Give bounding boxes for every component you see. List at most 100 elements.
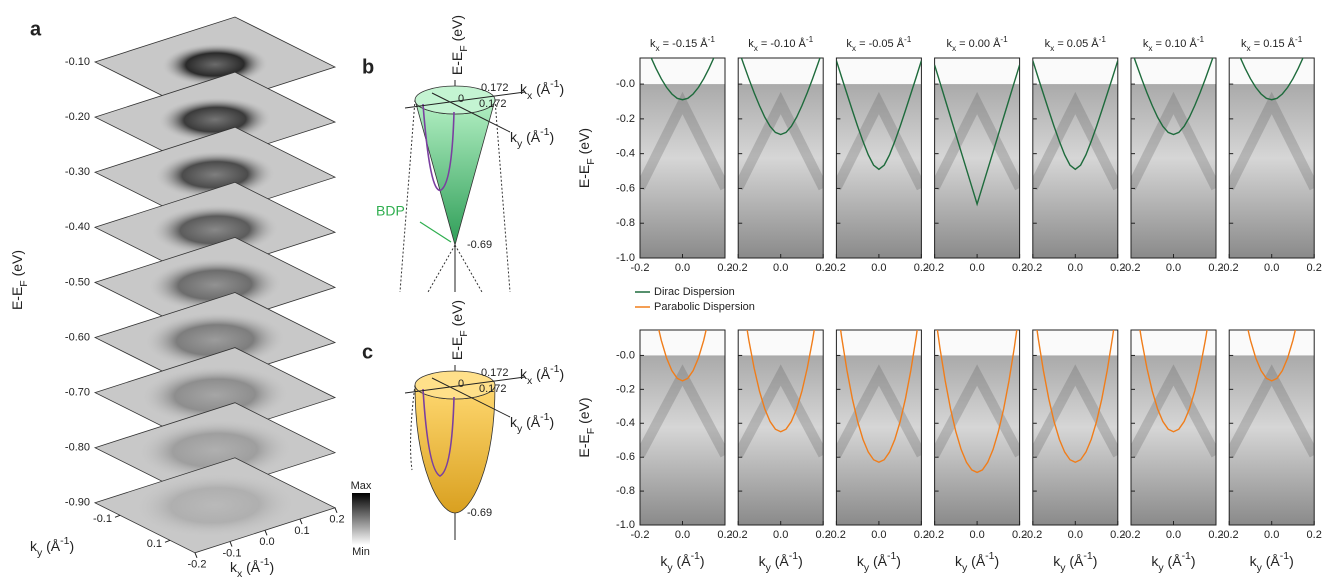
kx-axis-label: kx (Å-1) [230, 556, 274, 579]
column-title: kx = 0.10 Å-1 [1143, 35, 1205, 53]
page: aE-EF (eV)-0.10-0.20-0.30-0.40-0.50-0.60… [0, 0, 1334, 579]
x-tick-label: 0.0 [1068, 262, 1083, 274]
figure: aE-EF (eV)-0.10-0.20-0.30-0.40-0.50-0.60… [0, 0, 1334, 579]
column-title: kx = 0.05 Å-1 [1045, 35, 1107, 53]
x-tick-label: -0.2 [827, 529, 846, 541]
x-tick-label: 0.0 [871, 529, 886, 541]
bdp-arrow [420, 222, 451, 242]
energy-axis-label: E-EF (eV) [449, 15, 470, 75]
above-fermi [836, 58, 921, 84]
x-tick-label: 0.0 [1068, 529, 1083, 541]
kx-axis-label-part: ) [559, 81, 564, 97]
y-axis-label: E-EF (eV) [9, 250, 30, 310]
colorbar-min: Min [352, 546, 370, 558]
kx-tick [195, 553, 197, 558]
x-tick-label: 0.2 [1307, 529, 1322, 541]
column-title-part: = 0.15 Å [1251, 37, 1296, 50]
ky-axis-label-part: -1 [60, 535, 69, 547]
kx-tick-label: 0.0 [259, 536, 274, 548]
y-axis-label-part: E-E [576, 434, 592, 457]
x-tick-label: -0.2 [1122, 262, 1141, 274]
slice-label: -0.70 [65, 387, 90, 399]
column-title-part: = -0.15 Å [660, 37, 709, 50]
kx-tick [230, 542, 232, 547]
legend-label: Dirac Dispersion [654, 286, 735, 298]
above-fermi [1033, 58, 1118, 84]
kx-axis-label: kx (Å-1) [520, 78, 564, 102]
ky-axis-label-part: -1 [540, 411, 549, 423]
y-axis-label-part: (eV) [576, 128, 592, 158]
above-fermi [1033, 330, 1118, 355]
ky-axis-label-part: ) [549, 414, 554, 430]
kx-value: 0.172 [481, 82, 509, 94]
y-tick-label: -0.4 [616, 148, 635, 160]
x-axis-label-part: -1 [789, 550, 798, 562]
x-axis-label-part: ) [700, 553, 705, 569]
kx-tick-label: -0.2 [188, 559, 207, 571]
energy-axis-label: E-EF (eV) [449, 300, 470, 360]
x-axis-label-part: (Å [771, 553, 790, 569]
above-fermi [640, 330, 725, 355]
x-tick-label: 0.0 [773, 262, 788, 274]
kx-tick [265, 530, 267, 535]
x-axis-label-part: (Å [673, 553, 692, 569]
x-axis-label-part: (Å [1262, 553, 1281, 569]
x-tick-label: -0.2 [1023, 262, 1042, 274]
above-fermi [738, 58, 823, 84]
slice-label: -0.40 [65, 221, 90, 233]
y-axis-label: E-EF (eV) [576, 397, 597, 457]
x-axis-label-part: -1 [887, 550, 896, 562]
colorbar-max: Max [351, 480, 372, 492]
y-tick-label: -1.0 [616, 519, 635, 531]
column-title-part: = 0.05 Å [1054, 37, 1099, 50]
slice-label: -0.10 [65, 56, 90, 68]
x-axis-label-part: ) [995, 553, 1000, 569]
slice-label: -0.20 [65, 111, 90, 123]
x-axis-label-part: -1 [1182, 550, 1191, 562]
bdp-label: BDP [376, 203, 405, 219]
x-axis-label: ky (Å-1) [1053, 550, 1097, 574]
y-tick-label: -0.8 [616, 217, 635, 229]
kx-tick-label: 0.1 [294, 525, 309, 537]
y-tick-label: -0.0 [616, 349, 635, 361]
column-title: kx = 0.15 Å-1 [1241, 35, 1303, 53]
x-tick-label: -0.2 [729, 262, 748, 274]
ky-axis-label-part: (Å [522, 129, 541, 145]
x-tick-label: -0.2 [1122, 529, 1141, 541]
x-tick-label: 0.2 [1307, 262, 1322, 274]
panel-label: c [362, 341, 373, 363]
slice-label: -0.30 [65, 166, 90, 178]
paraboloid [415, 385, 495, 513]
energy-axis-label-part: (eV) [449, 300, 465, 330]
y-tick-label: -0.0 [616, 78, 635, 90]
x-axis-label-part: -1 [985, 550, 994, 562]
slice-label: -0.60 [65, 331, 90, 343]
column-title-part: -1 [1295, 35, 1303, 44]
column-title-part: -1 [904, 35, 912, 44]
x-tick-label: 0.0 [675, 262, 690, 274]
y-axis-label-part: (eV) [576, 397, 592, 427]
above-fermi [836, 330, 921, 355]
y-tick-label: -0.6 [616, 451, 635, 463]
x-tick-label: -0.2 [925, 262, 944, 274]
dirac-cone [415, 100, 495, 245]
x-axis-label-part: ) [798, 553, 803, 569]
paraboloid-c [405, 365, 525, 540]
y-axis-label-part: (eV) [9, 250, 25, 280]
x-axis-label: ky (Å-1) [1250, 550, 1294, 574]
ky-axis-label-part: ) [69, 538, 74, 554]
x-tick-label: -0.2 [1220, 262, 1239, 274]
above-fermi [1229, 330, 1314, 355]
above-fermi [935, 58, 1020, 84]
x-tick-label: 0.0 [1166, 262, 1181, 274]
kx-axis-label-part: -1 [550, 78, 559, 90]
column-title-part: -1 [708, 35, 716, 44]
column-title: kx = -0.05 Å-1 [846, 35, 911, 53]
bottom-energy: -0.69 [467, 507, 492, 519]
x-tick-label: 0.0 [1264, 529, 1279, 541]
x-tick-label: -0.2 [925, 529, 944, 541]
ky-tick [115, 515, 120, 517]
slice-label: -0.50 [65, 276, 90, 288]
energy-axis-label-part: E-E [449, 52, 465, 75]
slice-label: -0.80 [65, 442, 90, 454]
